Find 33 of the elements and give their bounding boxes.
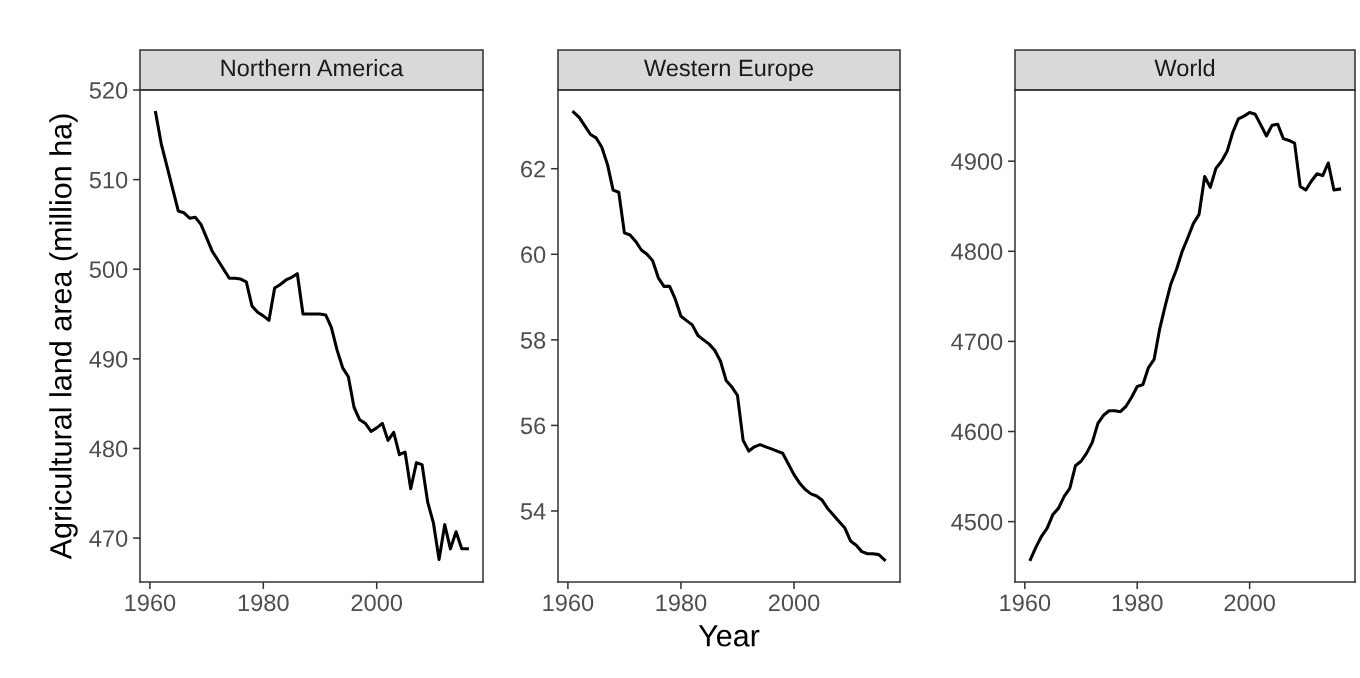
y-tick-label: 54 [520,503,546,520]
line-series [154,110,469,562]
y-tick-label: 4700 [951,333,1003,351]
y-tick-label: 520 [89,82,128,99]
line-series [572,110,886,562]
chart-title: Western Europe [644,59,814,81]
y-tick-label: 510 [89,171,128,189]
x-tick-label: 1960 [125,594,176,612]
x-tick-label: 1960 [543,594,594,612]
line-series [1028,111,1342,561]
y-axis-title: Agricultural land area (million ha) [49,114,78,560]
y-tick-label: 60 [521,246,546,264]
x-tick-label: 1980 [656,594,707,612]
x-tick-label: 1980 [238,594,289,612]
chart-title: Northern America [221,59,404,77]
y-tick-label: 470 [89,530,128,547]
x-axis-title: Year [698,625,760,647]
y-tick-label: 4500 [951,513,1003,531]
chart-title: World [1154,59,1215,77]
x-tick-label: 2000 [768,594,820,612]
x-tick-label: 1980 [1112,594,1163,612]
y-tick-label: 480 [89,440,128,458]
x-tick-label: 2000 [351,594,403,612]
y-tick-label: 4600 [951,423,1003,441]
y-tick-label: 4900 [951,153,1003,170]
y-tick-label: 4800 [951,243,1003,261]
x-tick-label: 1960 [1000,594,1051,612]
y-tick-label: 58 [520,331,546,349]
x-tick-label: 2000 [1224,594,1275,612]
y-tick-label: 500 [89,261,128,279]
y-tick-label: 490 [89,350,128,368]
y-tick-label: 62 [521,160,546,178]
y-tick-label: 56 [520,417,546,435]
